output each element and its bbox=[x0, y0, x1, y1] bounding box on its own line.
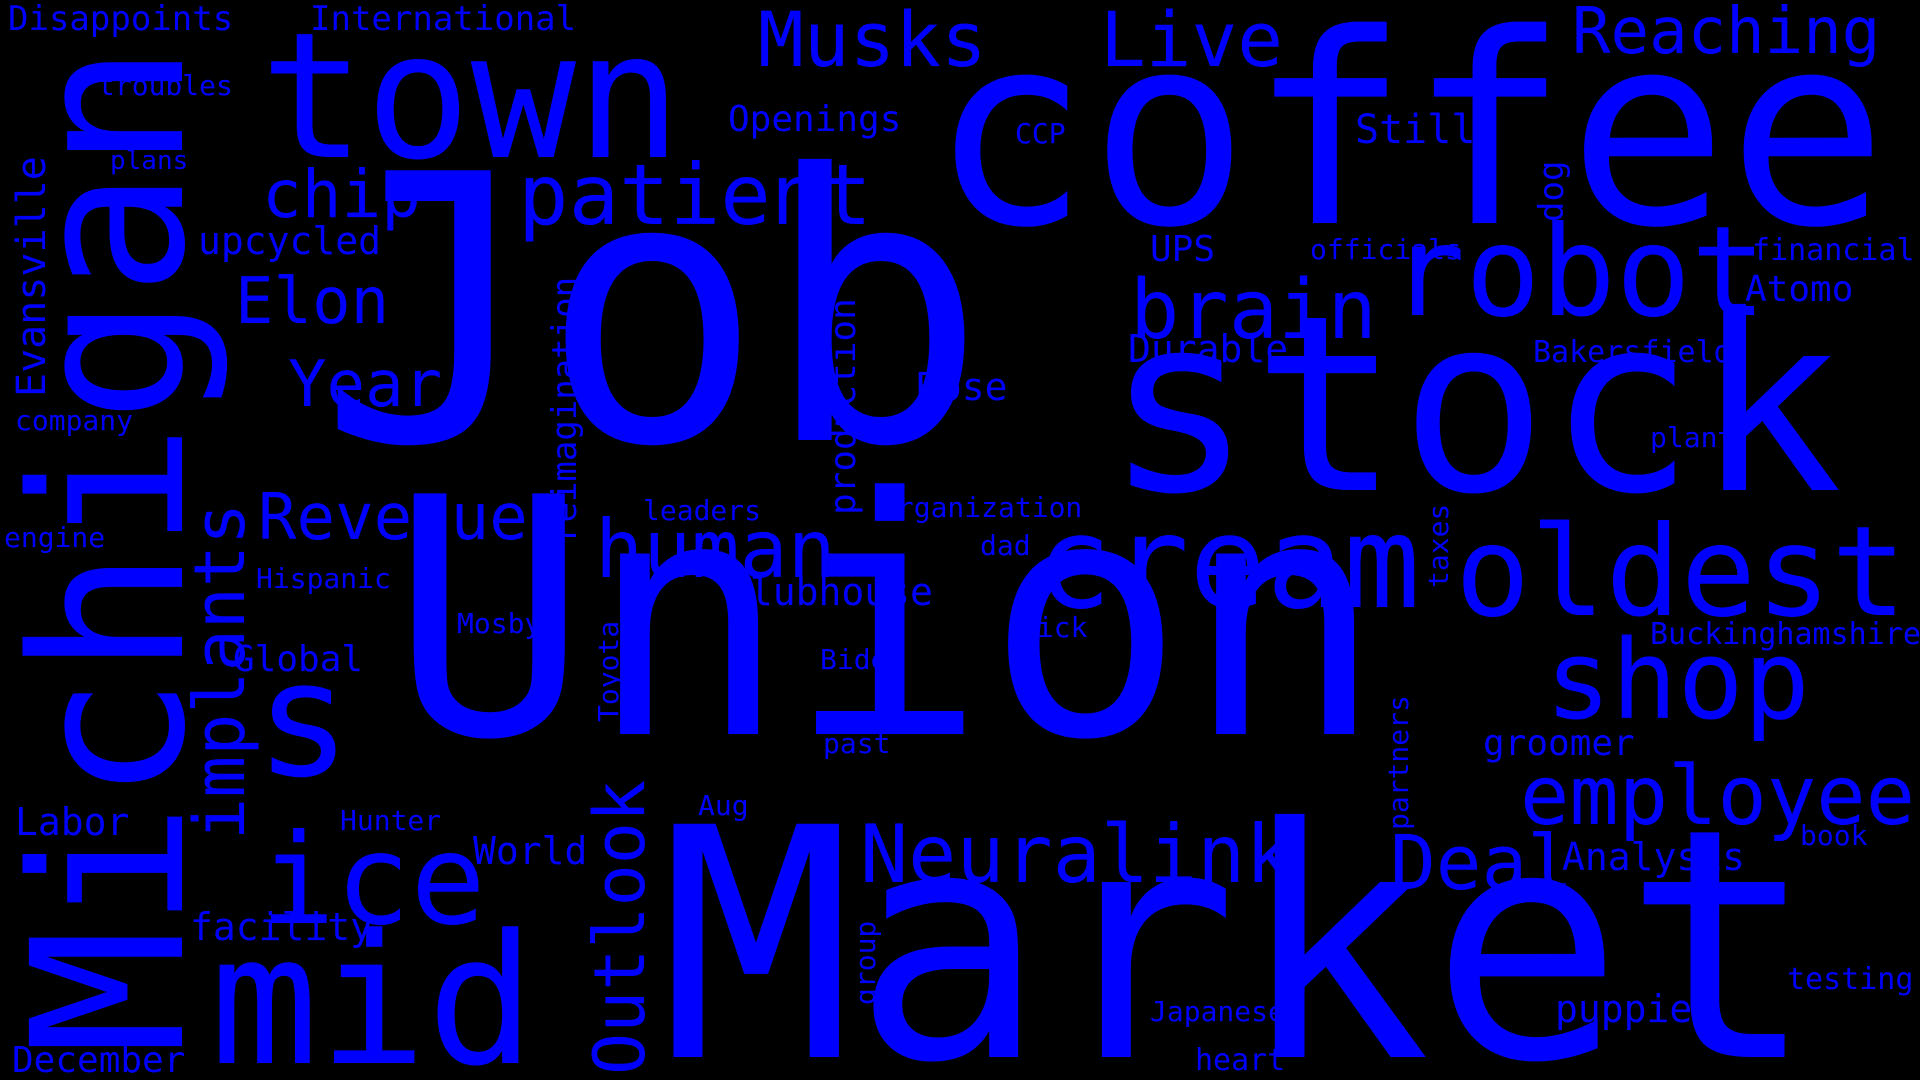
word-buckinghamshire: Buckinghamshire bbox=[1650, 617, 1920, 652]
word-live: Live bbox=[1100, 0, 1284, 84]
word-global: Global bbox=[233, 639, 364, 680]
word-puppies: puppies bbox=[1555, 987, 1716, 1031]
word-reaching: Reaching bbox=[1572, 0, 1881, 69]
word-testing: testing bbox=[1787, 962, 1914, 997]
word-groomer: groomer bbox=[1483, 723, 1635, 764]
word-production: production bbox=[823, 298, 864, 515]
word-elon: Elon bbox=[235, 265, 390, 339]
word-cream: cream bbox=[1035, 489, 1421, 638]
word-ups: UPS bbox=[1150, 229, 1216, 270]
word-biden: Biden bbox=[820, 643, 905, 676]
word-disappoints: Disappoints bbox=[8, 0, 234, 39]
word-troubles: troubles bbox=[98, 69, 233, 102]
word-reimagination: reimagination bbox=[545, 276, 585, 543]
word-organization: organization bbox=[880, 491, 1083, 524]
word-analysis: Analysis bbox=[1562, 835, 1746, 879]
word-plans: plans bbox=[110, 146, 189, 176]
word-ccp: CCP bbox=[1015, 117, 1066, 150]
word-dog: dog bbox=[1532, 160, 1572, 222]
word-outlook: Outlook bbox=[579, 779, 661, 1075]
word-bakersfield: Bakersfield bbox=[1533, 335, 1732, 370]
word-december: December bbox=[12, 1040, 186, 1080]
word-mid: mid bbox=[210, 897, 536, 1080]
word-officials: officials bbox=[1310, 233, 1462, 266]
word-robot: robot bbox=[1390, 200, 1767, 345]
word-coffee: coffee bbox=[930, 0, 1888, 286]
word-rose: Rose bbox=[916, 365, 1008, 409]
word-hunter: Hunter bbox=[340, 804, 442, 837]
word-aug: Aug bbox=[698, 789, 749, 822]
word-oldest: oldest bbox=[1455, 500, 1907, 645]
word-union: Union bbox=[390, 428, 1384, 812]
word-job: Job bbox=[318, 98, 987, 528]
word-chip: chip bbox=[262, 156, 421, 233]
word-still: Still bbox=[1355, 107, 1476, 153]
word-labor: Labor bbox=[15, 800, 130, 844]
word-partners: partners bbox=[1382, 695, 1415, 830]
word-mosby: Mosby bbox=[457, 607, 542, 640]
word-nick: Nick bbox=[1020, 611, 1088, 644]
word-past: past bbox=[823, 727, 891, 760]
word-clubhouse: clubhouse bbox=[727, 570, 933, 614]
word-plant: plant bbox=[1650, 421, 1735, 454]
word-employee: employee bbox=[1520, 749, 1915, 844]
word-world: World bbox=[473, 829, 588, 873]
word-neuralink: Neuralink bbox=[860, 808, 1294, 901]
word-facility: facility bbox=[190, 905, 374, 949]
word-toyota: Toyota bbox=[592, 620, 625, 722]
word-ice: ice bbox=[260, 808, 486, 953]
word-engine: engine bbox=[4, 521, 106, 554]
word-financial: financial bbox=[1752, 233, 1915, 268]
word-durable: Durable bbox=[1128, 327, 1289, 371]
word-s: s bbox=[255, 626, 352, 813]
word-brain: brain bbox=[1130, 263, 1377, 358]
word-musks: Musks bbox=[758, 0, 987, 84]
word-taxes: taxes bbox=[1422, 503, 1455, 588]
word-international: International bbox=[310, 0, 577, 39]
word-dad: dad bbox=[980, 529, 1031, 562]
word-heart: heart bbox=[1195, 1043, 1286, 1078]
word-book: book bbox=[1800, 819, 1868, 852]
word-japanese: Japanese bbox=[1150, 995, 1285, 1028]
word-revenue: Revenue bbox=[258, 481, 528, 555]
word-group: group bbox=[849, 920, 882, 1005]
word-town: town bbox=[260, 0, 682, 199]
word-patient: patient bbox=[518, 146, 873, 244]
word-openings: Openings bbox=[728, 99, 902, 140]
word-market: Market bbox=[660, 761, 1816, 1080]
word-company: company bbox=[15, 404, 134, 437]
word-shop: shop bbox=[1545, 616, 1810, 744]
word-human: human bbox=[595, 503, 836, 596]
word-deal: Deal bbox=[1390, 818, 1574, 907]
word-atomo: Atomo bbox=[1745, 269, 1854, 310]
word-evansville: Evansville bbox=[9, 156, 55, 397]
word-year: Year bbox=[288, 348, 443, 422]
word-stock: stock bbox=[1105, 263, 1843, 548]
word-leaders: leaders bbox=[643, 494, 762, 527]
word-hispanic: Hispanic bbox=[256, 562, 391, 595]
word-upcycled: upcycled bbox=[198, 219, 382, 263]
